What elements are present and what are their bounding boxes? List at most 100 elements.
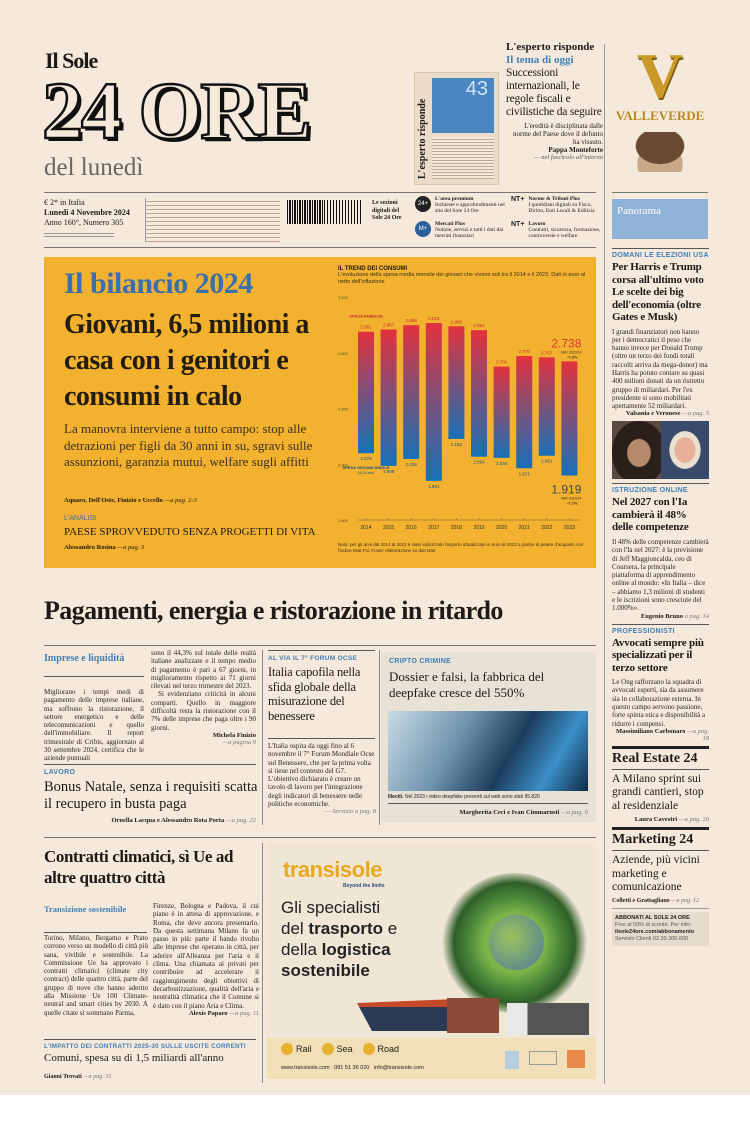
digital-services: 24+ L'area premium Inchieste e approfondi… <box>415 196 602 246</box>
analysis-kicker: L'ANALISI <box>64 515 97 522</box>
lavoro-byline: Ornella Lacqua e Alessandro Rota Porta —… <box>111 817 256 824</box>
story-body: Il 48% delle competenze cambierà con l'I… <box>612 537 709 613</box>
transisole-ad[interactable]: transisole Beyond the limits Gli special… <box>267 843 596 1079</box>
service-text: Contratti, sicurezza, formazione, contro… <box>528 227 601 239</box>
partner-logo-icon <box>567 1050 585 1068</box>
story-headline[interactable]: Nel 2027 con l'Ia cambierà il 48% delle … <box>612 496 689 534</box>
bar-2019 <box>471 330 487 457</box>
harris-photo <box>612 421 661 480</box>
story-professionisti: PROFESSIONISTI Avvocati sempre più speci… <box>612 628 709 742</box>
story-kicker: PROFESSIONISTI <box>612 627 675 635</box>
lead-headline[interactable]: Giovani, 6,5 milioni a casa con i genito… <box>64 309 309 412</box>
nt-plus-icon: NT+ <box>511 221 525 228</box>
issue-number: Anno 160°, Numero 305 <box>44 218 124 227</box>
y-tick-label: 2.400 <box>338 407 349 412</box>
subscribe-title: ABBONATI AL SOLE 24 ORE <box>615 914 690 921</box>
family-value-label: 2.990 <box>451 319 463 324</box>
chart-subtitle: L'evoluzione della spesa media mensile d… <box>338 272 586 285</box>
story-headline[interactable]: Avvocati sempre più specializzati per il… <box>612 636 704 674</box>
ad-footer <box>267 1038 596 1079</box>
ad-slogan: Gli specialisti del trasporto e della lo… <box>281 897 397 981</box>
service-norme-tributi[interactable]: NT+ Norme & Tributi Plus I quotidiani dig… <box>511 196 602 214</box>
imprese-col2: sono il 44,3% sul totale delle realtà it… <box>151 649 256 746</box>
story-headline[interactable]: Per Harris e Trump corsa all'ultimo voto… <box>612 261 704 323</box>
lavoro-headline[interactable]: Bonus Natale, senza i requisiti scatta i… <box>44 779 258 812</box>
subscribe-box[interactable]: ABBONATI AL SOLE 24 ORE Fino al 50% di s… <box>612 911 709 946</box>
family-value-label: 2.998 <box>406 318 418 323</box>
single-value-label: 2.046 <box>496 461 508 466</box>
price: € 2* in Italia <box>44 198 85 207</box>
esperto-author: Pappa Monteforte <box>548 146 603 154</box>
esperto-cover-number: 43 <box>432 78 494 133</box>
front-page: Il Sole 24 ORE del lunedì L'esperto risp… <box>0 0 750 1095</box>
ocse-body: L'Italia ospita da oggi fino al 6 novemb… <box>268 742 375 809</box>
masthead-logo: 24 ORE <box>41 64 314 157</box>
cripto-byline: Margherita Ceci e Ivan Cimmarusti —a pag… <box>459 809 588 816</box>
family-2023-value: 2.738 <box>551 336 581 350</box>
x-tick-label: 2016 <box>406 525 417 531</box>
chart-note: Nota: per gli anni dal 2014 al 2022 è st… <box>338 542 584 553</box>
award-badge-icon <box>529 1051 557 1065</box>
ad-slogan-line: della logistica <box>281 940 391 959</box>
cripto-box: CRIPTO CRIMINE Dossier e falsi, la fabbr… <box>381 652 596 822</box>
globe-icon <box>489 915 544 970</box>
ocse-headline[interactable]: Italia capofila nella sfida globale dell… <box>268 665 361 723</box>
column-divider <box>262 843 263 1083</box>
valleverde-brand: VALLEVERDE <box>615 108 705 123</box>
valleverde-ad[interactable]: V VALLEVERDE <box>612 44 708 186</box>
esperto-ref: — nel fascicolo all'interno <box>533 154 603 161</box>
marketing-headline[interactable]: Aziende, più vicini marketing e comunica… <box>612 854 700 894</box>
panorama-button[interactable]: Panorama <box>612 199 708 239</box>
divider-thick <box>612 827 709 831</box>
divider <box>44 247 596 248</box>
offers-fine-print <box>145 198 280 242</box>
service-mercati[interactable]: M+ Mercati Plus Notizie, servizi e tutti … <box>415 221 510 239</box>
real-estate-title[interactable]: Real Estate 24 <box>612 751 709 770</box>
lavoro-kicker: LAVORO <box>44 769 76 776</box>
esperto-cover-label: L'esperto risponde <box>417 98 428 179</box>
marketing-title[interactable]: Marketing 24 <box>612 832 709 852</box>
esperto-header: L'esperto risponde <box>506 41 595 53</box>
imprese-col2-text: sono il 44,3% sul totale delle realtà it… <box>151 649 256 732</box>
single-series-sublabel: 18-34 anni <box>358 471 375 475</box>
consumption-chart: 3.200 2.800 2.400 2.000 1.600 2014 2.951 2.079 2… <box>338 295 582 531</box>
mode-label: Rail <box>296 1044 312 1054</box>
esperto-cover[interactable]: L'esperto risponde 43 <box>414 72 499 185</box>
esperto-headline[interactable]: Successioni internazionali, le regole fi… <box>506 67 602 118</box>
barcode-addon <box>327 200 361 224</box>
analysis-byline: Alessandro Rosina —a pag. 3 <box>64 544 145 551</box>
divider-thick <box>612 745 709 749</box>
story-usa: DOMANI LE ELEZIONI USA Per Harris e Trum… <box>612 252 709 417</box>
subscribe-phone: Servizio Clienti 02.30.300.600 <box>615 935 689 942</box>
family-value-label: 2.967 <box>383 322 395 327</box>
story-body: I grandi finanziatori non hanno per i de… <box>612 327 708 411</box>
lead-byline: Aquaro, Dell'Oste, Finizio e Uccello —a … <box>64 497 197 504</box>
story-kicker: ISTRUZIONE ONLINE <box>612 487 688 495</box>
divider <box>612 483 709 485</box>
subscribe-link[interactable]: ilsole24ore.com/abbonamento <box>615 928 695 935</box>
y-tick-label: 3.200 <box>338 295 349 300</box>
analysis-title[interactable]: PAESE SPROVVEDUTO SENZA PROGETTI DI VITA <box>64 526 316 538</box>
bar-2021 <box>516 356 533 469</box>
comuni-headline[interactable]: Comuni, spesa su di 1,5 miliardi all'ann… <box>44 1052 224 1064</box>
service-lavoro[interactable]: NT+ Lavoro Contratti, sicurezza, formazio… <box>511 221 602 239</box>
y-tick-label: 2.800 <box>338 351 349 356</box>
service-premium[interactable]: 24+ L'area premium Inchieste e approfondi… <box>415 196 510 214</box>
x-tick-label: 2022 <box>541 525 552 531</box>
divider <box>612 907 709 909</box>
family-value-label: 2.767 <box>541 350 553 355</box>
single-var-label: VAR 2023/14 <box>561 497 582 501</box>
y-tick-label: 2.000 <box>338 462 349 467</box>
real-estate-headline[interactable]: A Milano sprint sui grandi cantieri, sto… <box>612 772 704 812</box>
story-byline: Eugenio Bruno a pag. 14 <box>640 612 709 620</box>
chart-header: IL TREND DEI CONSUMI L'evoluzione della … <box>338 266 588 286</box>
divider <box>44 764 256 765</box>
single-value-label: 2.054 <box>473 460 485 465</box>
divider <box>612 192 708 193</box>
cripto-headline[interactable]: Dossier e falsi, la fabbrica del deepfak… <box>389 669 545 700</box>
main-headline[interactable]: Pagamenti, energia e ristorazione in rit… <box>44 596 503 625</box>
clima-headline[interactable]: Contratti climatici, sì Ue ad altre quat… <box>44 847 234 887</box>
lead-kicker: Il bilancio 2024 <box>64 267 253 300</box>
family-series-label: SPESA FAMIGLIE <box>349 314 383 319</box>
ad-slogan-line: del trasporto e <box>281 919 398 938</box>
